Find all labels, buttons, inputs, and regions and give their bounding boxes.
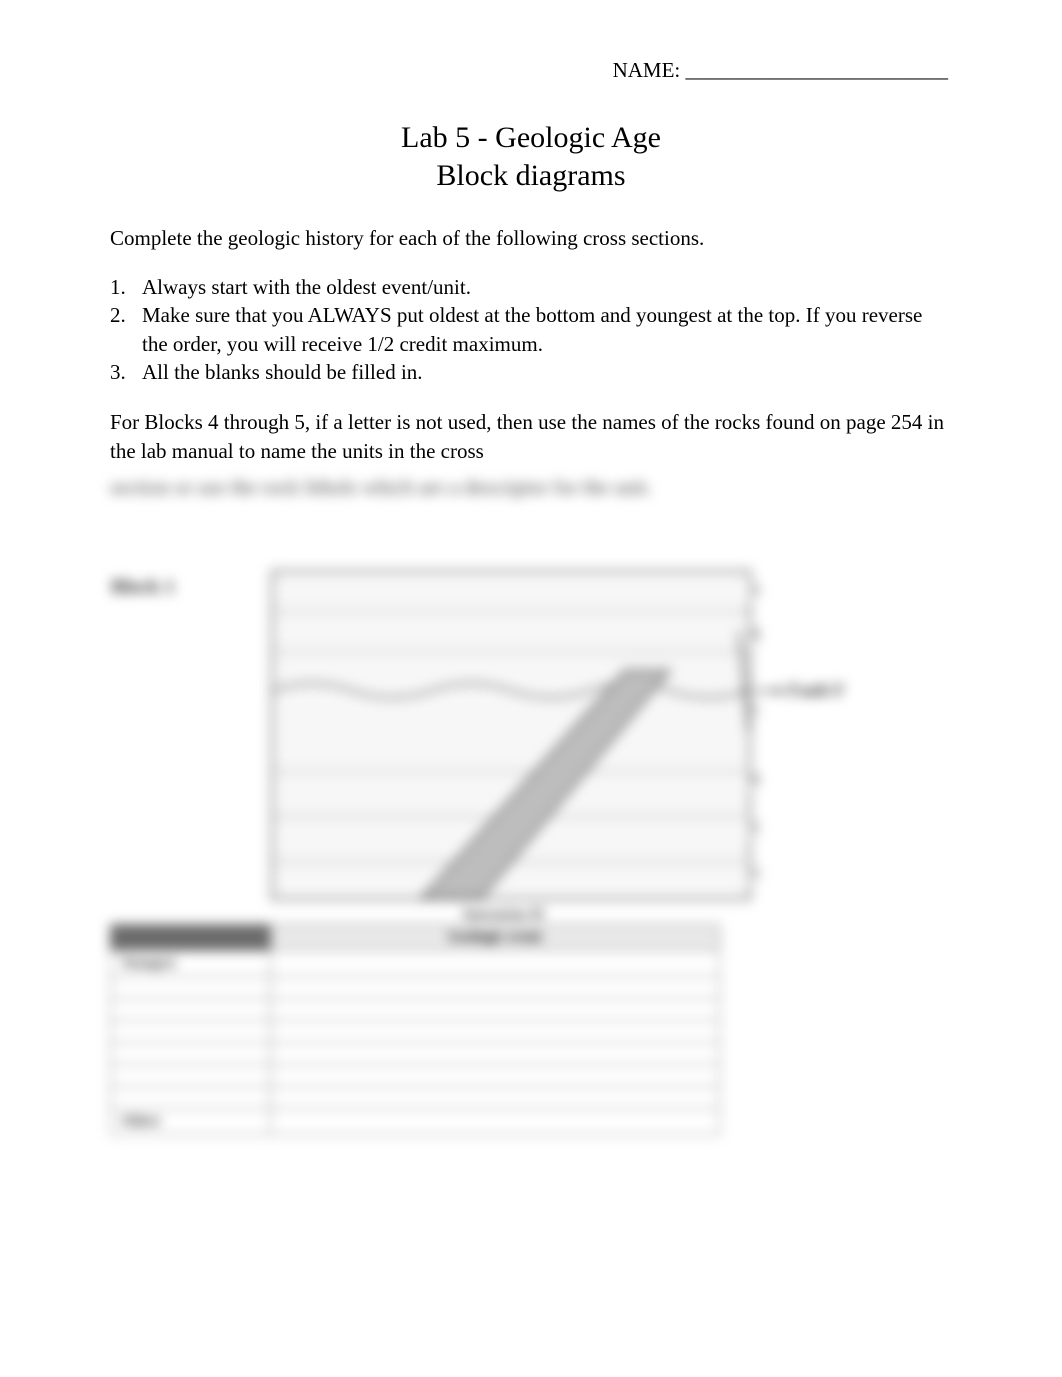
instruction-text: Always start with the oldest event/unit. [142,273,952,301]
blurred-content-region: section or use the rock lithols which ar… [110,475,952,1135]
table-row [111,1043,720,1065]
title-line-1: Lab 5 - Geologic Age [110,119,952,157]
table-row [111,1021,720,1043]
table-header-event: Geologic event [271,925,720,951]
title-line-2: Block diagrams [110,157,952,195]
age-blank-cell [111,1065,271,1087]
event-blank-cell [271,1021,720,1043]
instruction-text: Make sure that you ALWAYS put oldest at … [142,301,952,358]
stratum-layer-unconformity: C [273,652,749,722]
stratum-layer: E [273,772,749,817]
event-blank-cell [271,1043,720,1065]
age-blank-cell [111,977,271,999]
layer-label: B [747,627,761,644]
stratum-layer: G [273,817,749,862]
stratum-layer: D [273,722,749,772]
blurred-paragraph-tail: section or use the rock lithols which ar… [110,475,952,500]
event-blank-cell [271,1109,720,1135]
layer-label: E [747,820,761,837]
event-blank-cell [271,1065,720,1087]
event-blank-cell [271,999,720,1021]
instruction-number: 2. [110,301,142,358]
youngest-label: Youngest [117,956,175,971]
oldest-label: Oldest [117,1114,160,1129]
title-block: Lab 5 - Geologic Age Block diagrams [110,119,952,194]
block-number-label: Block 1 [111,576,175,599]
age-blank-cell [111,1043,271,1065]
instruction-text: All the blanks should be filled in. [142,358,952,386]
table-row [111,977,720,999]
layer-label: G [745,865,761,882]
intro-paragraph: Complete the geologic history for each o… [110,226,952,251]
block-instruction-paragraph: For Blocks 4 through 5, if a letter is n… [110,408,952,465]
layer-label: C [746,702,761,719]
table-row: Youngest [111,951,720,977]
instruction-list: 1. Always start with the oldest event/un… [110,273,952,386]
instruction-item: 2. Make sure that you ALWAYS put oldest … [110,301,952,358]
layer-label: A [746,582,761,599]
instruction-number: 3. [110,358,142,386]
instruction-number: 1. [110,273,142,301]
fault-label: Fault F [789,680,846,701]
table-row [111,999,720,1021]
event-blank-cell [271,1087,720,1109]
intrusion-label: Intrusion H [463,906,543,924]
table-header-row: Geologic event [111,925,720,951]
table-row: Oldest [111,1109,720,1135]
name-label: NAME: _________________________ [613,58,948,82]
cross-section-diagram: Block 1 A B C D E G [181,570,881,900]
instruction-item: 1. Always start with the oldest event/un… [110,273,952,301]
worksheet-page: NAME: _________________________ Lab 5 - … [0,0,1062,1377]
age-blank-cell [111,999,271,1021]
age-blank-cell [111,1021,271,1043]
cross-section-box: A B C D E G [271,570,751,900]
event-blank-cell [271,977,720,999]
stratum-layer: A [273,572,749,612]
layer-label: D [746,772,761,789]
stratum-layer: B [273,612,749,652]
geologic-event-table: Geologic event Youngest [110,924,720,1135]
table-header-dark [111,925,271,951]
instruction-item: 3. All the blanks should be filled in. [110,358,952,386]
table-row [111,1087,720,1109]
name-field-line: NAME: _________________________ [110,58,952,83]
fault-arrow-icon [755,690,785,692]
event-blank-cell [271,951,720,977]
table-row [111,1065,720,1087]
age-blank-cell [111,1087,271,1109]
